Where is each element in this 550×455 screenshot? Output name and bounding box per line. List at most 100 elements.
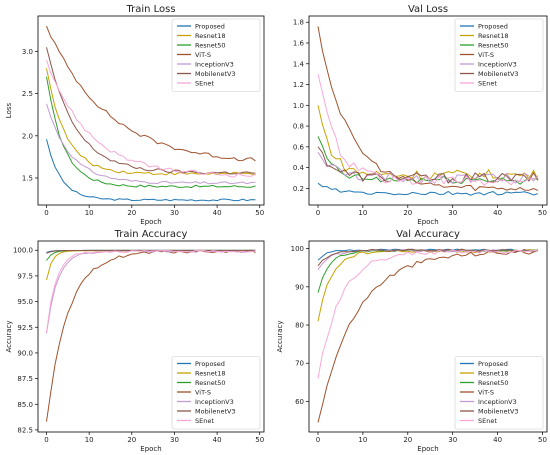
legend-label: MobilenetV3 [195, 407, 236, 415]
y-tick-label: 90 [295, 283, 304, 291]
series-line-resnet50 [46, 76, 256, 189]
y-tick-label: 85.0 [17, 401, 33, 409]
y-tick-label: 0.6 [293, 143, 305, 151]
legend-label: Resnet18 [478, 369, 509, 377]
series-line-mobilenetv3 [46, 47, 256, 175]
y-tick-label: 82.5 [17, 426, 33, 434]
legend-label: Resnet18 [195, 32, 226, 40]
axes-frame [308, 15, 548, 206]
legend-label: ViT-S [478, 51, 494, 59]
legend-box [454, 356, 544, 430]
x-tick-label: 10 [358, 209, 367, 217]
chart-2: Train Accuracy Epoch Accuracy 0 10 20 30 40 50 82… [5, 229, 265, 453]
series-line-resnet18 [46, 68, 256, 176]
y-tick-label: 97.5 [17, 272, 33, 280]
legend-label: Proposed [195, 360, 225, 368]
y-tick-label: 100 [291, 245, 304, 253]
y-axis-label: Loss [5, 102, 13, 118]
legend-label: Proposed [478, 22, 508, 30]
y-tick-label: 3.0 [22, 48, 33, 56]
series-line-resnet18 [317, 249, 539, 322]
x-axis-label: Epoch [140, 218, 161, 226]
chart-0: Train Loss Epoch Loss 0 10 20 30 40 50 1.5 2.0 2.5 3… [5, 4, 265, 226]
legend-label: Resnet18 [195, 369, 226, 377]
series-line-resnet50 [317, 136, 539, 185]
legend-label: MobilenetV3 [195, 70, 236, 78]
legend-label: InceptionV3 [478, 398, 517, 406]
chart-1: Val Loss Epoch 0 10 20 30 40 50 0.2 0.4 0.6 0.8 1.0 1… [293, 4, 548, 226]
legend-label: InceptionV3 [195, 60, 234, 68]
y-axis-label: Accuracy [276, 321, 284, 353]
legend-label: InceptionV3 [195, 398, 234, 406]
series-line-inceptionv3 [317, 151, 539, 184]
x-tick-label: 10 [358, 436, 367, 444]
series-line-resnet18 [317, 105, 539, 181]
series-lines [317, 26, 539, 196]
legend-label: MobilenetV3 [478, 407, 519, 415]
y-tick-label: 1.6 [293, 40, 305, 48]
legend-label: ViT-S [478, 388, 494, 396]
y-tick-label: 1.4 [293, 60, 305, 68]
x-tick-label: 30 [170, 209, 179, 217]
legend-box [171, 18, 261, 92]
legend-label: MobilenetV3 [478, 70, 519, 78]
y-tick-label: 2.0 [22, 132, 33, 140]
legend-label: Resnet18 [478, 32, 509, 40]
legend-label: SEnet [478, 79, 497, 87]
x-tick-label: 40 [213, 209, 222, 217]
legend-label: SEnet [195, 417, 214, 425]
y-tick-label: 2.5 [22, 90, 33, 98]
legend-label: Resnet50 [195, 379, 226, 387]
legend-label: SEnet [195, 79, 214, 87]
x-tick-label: 30 [448, 436, 457, 444]
series-lines [46, 249, 256, 422]
series-line-resnet50 [317, 248, 539, 293]
x-tick-label: 50 [538, 209, 547, 217]
x-tick-label: 40 [493, 209, 502, 217]
legend-label: Proposed [478, 360, 508, 368]
x-axis-label: Epoch [140, 445, 161, 453]
x-tick-label: 40 [493, 436, 502, 444]
legend-box [454, 18, 544, 92]
y-tick-label: 1.5 [22, 175, 33, 183]
series-line-senet [46, 249, 256, 333]
series-line-vit-s [46, 25, 256, 162]
series-line-mobilenetv3 [317, 146, 539, 184]
series-line-senet [317, 249, 539, 379]
series-lines [46, 25, 256, 202]
x-tick-label: 10 [85, 436, 94, 444]
x-tick-label: 0 [44, 436, 48, 444]
y-axis-label: Accuracy [5, 321, 13, 353]
x-axis-label: Epoch [417, 445, 438, 453]
legend-label: InceptionV3 [478, 60, 517, 68]
series-line-vit-s [317, 26, 539, 192]
legend-label: ViT-S [195, 388, 211, 396]
y-tick-label: 90.0 [17, 349, 33, 357]
legend-label: ViT-S [195, 51, 211, 59]
series-line-mobilenetv3 [46, 249, 256, 254]
x-tick-label: 30 [170, 436, 179, 444]
y-tick-label: 100.0 [13, 247, 33, 255]
x-tick-label: 20 [403, 209, 412, 217]
legend-label: Resnet50 [195, 41, 226, 49]
series-line-senet [317, 74, 539, 186]
x-tick-label: 20 [127, 209, 136, 217]
series-line-proposed [317, 182, 539, 196]
x-tick-label: 0 [316, 209, 320, 217]
chart-title: Val Loss [408, 4, 448, 15]
chart-title: Val Accuracy [396, 229, 460, 240]
legend-label: Proposed [195, 22, 225, 30]
x-tick-label: 20 [127, 436, 136, 444]
legend-label: Resnet50 [478, 41, 509, 49]
series-line-proposed [46, 139, 256, 202]
y-tick-label: 0.4 [293, 164, 305, 172]
y-tick-label: 70 [295, 360, 304, 368]
x-tick-label: 10 [85, 209, 94, 217]
legend-label: SEnet [478, 417, 497, 425]
y-tick-label: 0.8 [293, 123, 304, 131]
y-tick-label: 1.0 [293, 102, 304, 110]
x-axis-label: Epoch [417, 218, 438, 226]
